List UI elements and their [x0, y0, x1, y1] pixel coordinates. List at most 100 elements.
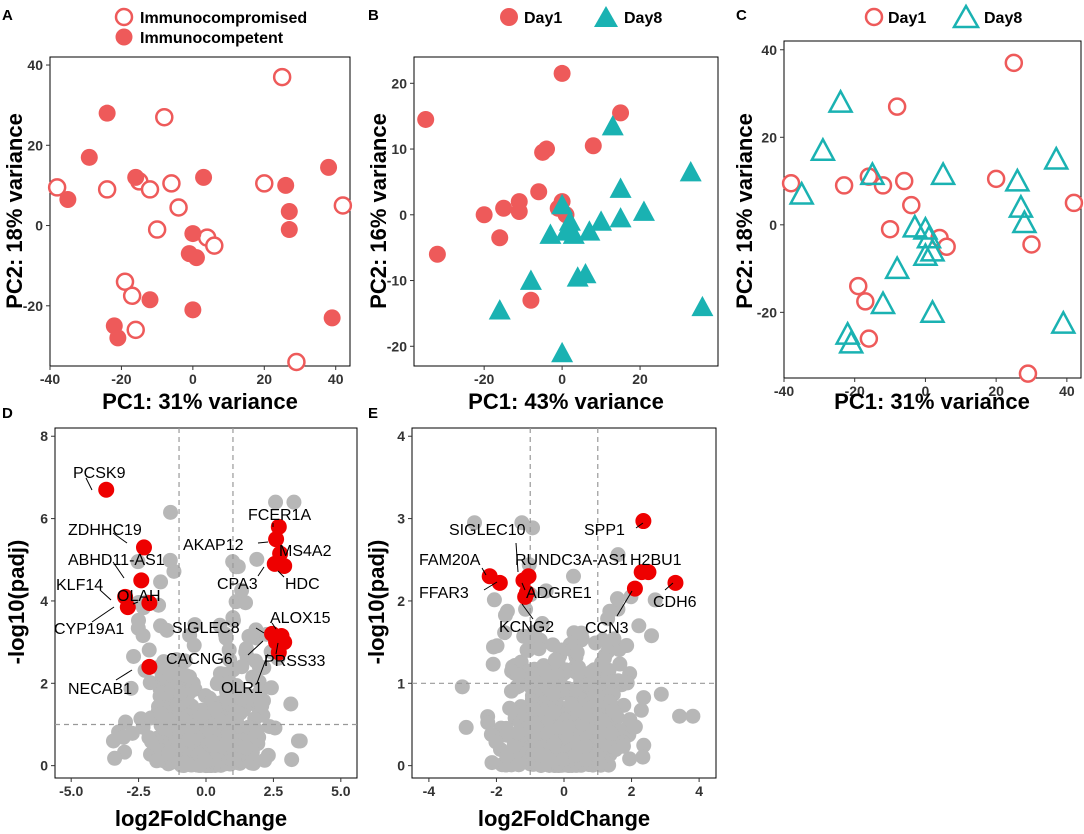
data-point-immunocompromised [162, 174, 181, 193]
gene-point [573, 625, 589, 641]
data-point-immunocompromised [97, 180, 117, 199]
data-point-day1 [530, 183, 548, 201]
gene-point [619, 675, 635, 691]
gene-point [546, 704, 562, 720]
gene-point [672, 708, 688, 724]
gene-point [234, 659, 250, 675]
gene-point [484, 755, 500, 771]
gene-point [612, 656, 628, 672]
y-tick-label: -20 [23, 298, 43, 314]
data-point-immunocompromised [147, 220, 167, 239]
data-point-immunocompromised [255, 174, 274, 193]
data-point-immunocompetent [277, 176, 295, 194]
gene-point [249, 551, 265, 567]
data-point-day8 [551, 193, 574, 215]
gene-label-pcsk9: PCSK9 [73, 465, 126, 482]
x-tick-label: -40 [40, 371, 60, 387]
y-tick-label: -20 [387, 338, 407, 354]
gene-point [609, 591, 625, 607]
gene-point [511, 757, 527, 773]
data-point-day8 [609, 177, 632, 198]
gene-label-akap12: AKAP12 [183, 537, 244, 554]
sig-gene-point [135, 539, 152, 556]
gene-point [635, 749, 651, 765]
gene-point [198, 753, 214, 769]
gene-point [531, 641, 547, 657]
x-axis-title-c: PC1: 31% variance [834, 389, 1030, 414]
data-point-immunocompromised [115, 272, 135, 291]
gene-label-klf14: KLF14 [56, 577, 103, 594]
gene-label-ffar3: FFAR3 [419, 585, 469, 602]
data-point-day1 [834, 176, 854, 195]
gene-point [546, 736, 562, 752]
gene-point [546, 686, 562, 702]
data-point-immunocompetent [127, 168, 145, 186]
x-tick-label: 4 [695, 783, 703, 799]
data-point-immunocompromised [47, 178, 67, 197]
gene-point [107, 750, 123, 766]
gene-point [606, 631, 622, 647]
gene-point [510, 667, 526, 683]
gene-point [604, 673, 620, 689]
points-a [47, 67, 353, 372]
x-tick-label: -5.0 [59, 783, 83, 799]
gene-point [644, 628, 660, 644]
gene-label-cacng6: CACNG6 [166, 651, 233, 668]
gene-point [458, 719, 474, 735]
legend-label-immunocompetent: Immunocompetent [140, 30, 284, 47]
x-tick-label: -40 [774, 383, 794, 399]
y-axis-title-a: PC2: 18% variance [2, 113, 27, 309]
gene-point [547, 652, 563, 668]
gene-label-cyp19a1: CYP19A1 [54, 621, 124, 638]
plot-area-c [783, 40, 1082, 379]
gene-point [226, 751, 242, 767]
gene-label-ms4a2: MS4A2 [279, 543, 332, 560]
legend-label-day1-c: Day1 [888, 10, 926, 27]
gene-label-hdc: HDC [285, 576, 320, 593]
x-tick-label: -2.5 [127, 783, 151, 799]
gene-point [153, 574, 169, 590]
panel-e: E SIGLEC10 SPP1 FAM20A RUNDC3A-AS1 H2BU1… [364, 405, 717, 831]
gene-point [577, 706, 593, 722]
gene-label-alox15: ALOX15 [270, 610, 331, 627]
gene-point [290, 733, 306, 749]
y-tick-label: 2 [40, 675, 48, 691]
gene-point [162, 552, 178, 568]
data-point-immunocompetent [187, 249, 205, 267]
x-axis-title-a: PC1: 31% variance [102, 389, 298, 414]
gene-point [555, 751, 571, 767]
panel-label-a: A [2, 7, 13, 24]
data-point-day8 [1004, 167, 1031, 192]
gene-labels-d: PCSK9 ZDHHC19 ABHD11-AS1 KLF14 OLAH CYP1… [54, 465, 332, 698]
data-point-day8 [788, 180, 815, 205]
data-point-day8 [809, 136, 836, 162]
ticks-a: -40 -20 0 20 40 -20 0 20 40 [23, 57, 344, 387]
gene-label-adgre1: ADGRE1 [526, 585, 592, 602]
y-tick-label: 8 [40, 428, 48, 444]
sig-gene-point [270, 644, 287, 661]
gene-point [627, 719, 643, 735]
data-point-day1 [887, 97, 907, 116]
data-point-day1 [522, 291, 540, 309]
legend-key-day8-b [594, 6, 618, 27]
gene-point [560, 719, 576, 735]
y-tick-label: 4 [40, 593, 48, 609]
gene-point [583, 664, 599, 680]
gene-label-olah: OLAH [117, 588, 161, 605]
data-point-day1 [495, 199, 513, 217]
gene-label-prss33: PRSS33 [264, 653, 325, 670]
y-tick-label: 40 [761, 42, 777, 58]
gene-labels-e: SIGLEC10 SPP1 FAM20A RUNDC3A-AS1 H2BU1 F… [419, 522, 697, 637]
data-point-day1 [880, 219, 900, 239]
gene-point [234, 582, 250, 598]
data-point-day1 [491, 229, 509, 247]
x-tick-label: 2 [628, 783, 636, 799]
gene-point [181, 731, 197, 747]
panel-label-c: C [736, 7, 747, 24]
gene-point [631, 618, 647, 634]
sig-gene-point [626, 580, 643, 597]
legend-label-immunocompromised: Immunocompromised [140, 10, 307, 27]
data-point-immunocompromised [169, 198, 188, 217]
gene-point [525, 701, 541, 717]
data-point-day8 [539, 223, 562, 244]
